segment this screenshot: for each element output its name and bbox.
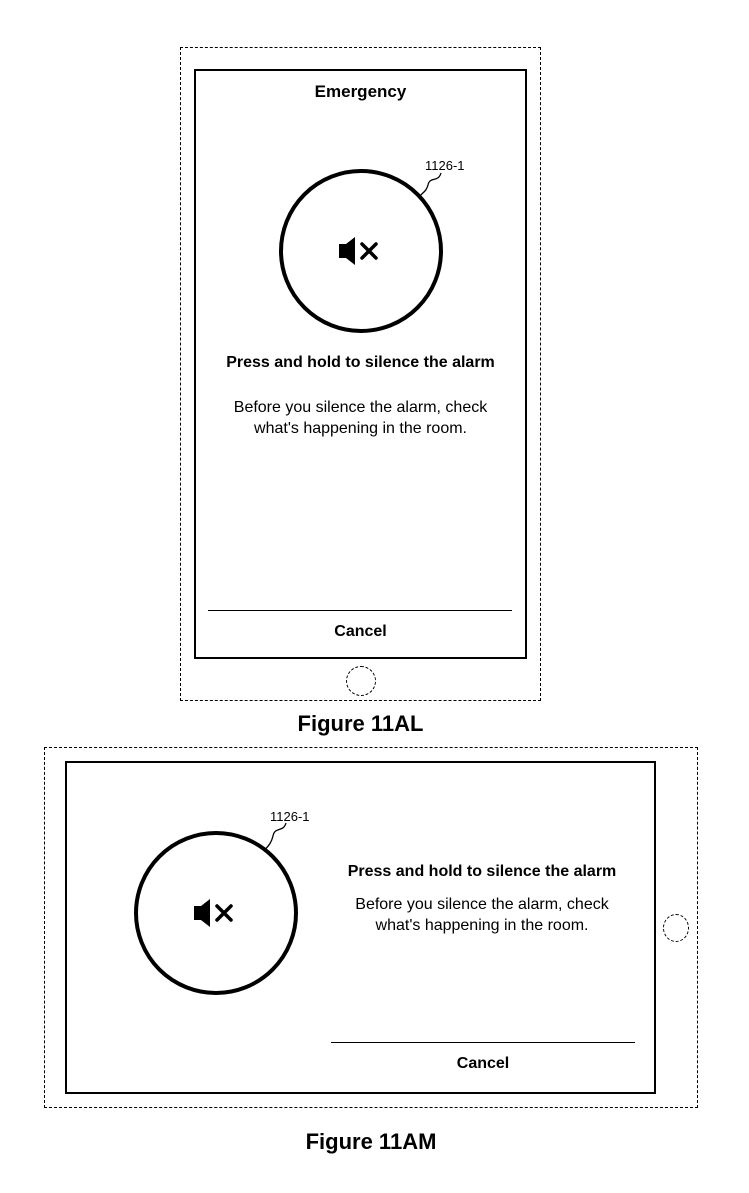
speaker-mute-icon	[192, 898, 240, 928]
speaker-mute-icon	[337, 236, 385, 266]
silence-body-line-2: what's happening in the room.	[194, 418, 527, 439]
silence-heading: Press and hold to silence the alarm	[194, 354, 527, 372]
figure-caption: Figure 11AM	[44, 1129, 698, 1155]
cancel-divider	[208, 610, 512, 611]
silence-body-line-1: Before you silence the alarm, check	[194, 397, 527, 418]
home-button-portrait[interactable]	[346, 666, 376, 696]
silence-body-line-1: Before you silence the alarm, check	[322, 894, 642, 915]
silence-body-line-2: what's happening in the room.	[322, 915, 642, 936]
silence-heading: Press and hold to silence the alarm	[322, 863, 642, 881]
screen-title: Emergency	[194, 82, 527, 102]
figure-caption: Figure 11AL	[180, 711, 541, 737]
cancel-button[interactable]: Cancel	[194, 623, 527, 641]
cancel-divider	[331, 1042, 635, 1043]
home-button-landscape[interactable]	[663, 914, 689, 942]
silence-alarm-button[interactable]	[134, 831, 298, 995]
silence-alarm-button[interactable]	[279, 169, 443, 333]
cancel-button[interactable]: Cancel	[331, 1055, 635, 1073]
